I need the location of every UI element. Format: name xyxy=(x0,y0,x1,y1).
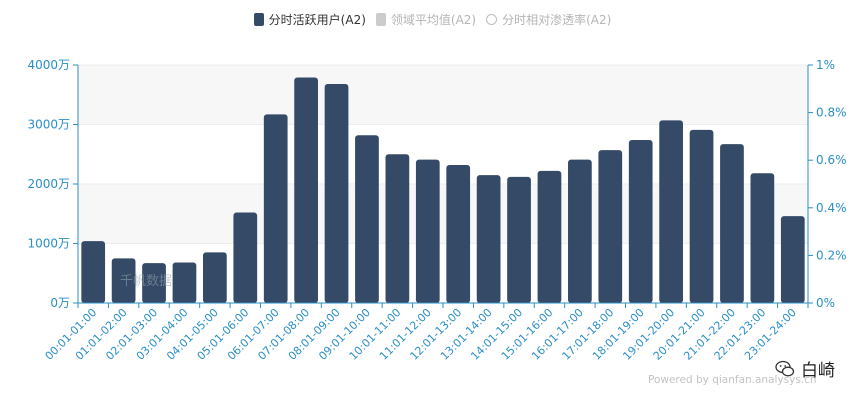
bar-01:01-02:00[interactable] xyxy=(111,258,136,303)
legend-item-penetration-rate[interactable]: 分时相对渗透率(A2) xyxy=(486,11,611,28)
bar-12:01-13:00[interactable] xyxy=(446,164,471,303)
legend-swatch-active-users xyxy=(253,12,264,26)
y-right-tick-label: 1% xyxy=(816,58,835,72)
bar-series xyxy=(81,77,805,304)
y-right-tick-label: 0.8% xyxy=(816,106,847,120)
bar-17:01-18:00[interactable] xyxy=(598,150,623,303)
y-right-tick-label: 0% xyxy=(816,296,835,310)
y-right-tick-label: 0.6% xyxy=(816,153,847,167)
legend-item-domain-average[interactable]: 领域平均值(A2) xyxy=(375,11,477,28)
y-right-tick-label: 0.2% xyxy=(816,248,847,262)
wechat-icon xyxy=(775,360,795,376)
bar-02:01-03:00[interactable] xyxy=(142,263,166,303)
legend-label-penetration-rate: 分时相对渗透率(A2) xyxy=(502,12,612,27)
legend-swatch-penetration-rate xyxy=(486,13,498,25)
bar-00:01-01:00[interactable] xyxy=(81,241,106,303)
bar-18:01-19:00[interactable] xyxy=(628,139,653,303)
chart-legend: 分时活跃用户(A2) 领域平均值(A2) 分时相对渗透率(A2) xyxy=(0,8,865,30)
grid-band xyxy=(78,184,808,244)
bar-14:01-15:00[interactable] xyxy=(507,176,531,303)
grid-bands xyxy=(78,65,808,244)
y-axis-left-labels: 0万 1000万 2000万 3000万 4000万 xyxy=(27,58,70,310)
bar-06:01-07:00[interactable] xyxy=(263,114,288,303)
y-right-tick-label: 0.4% xyxy=(816,201,847,215)
y-left-tick-label: 1000万 xyxy=(27,237,70,251)
bar-15:01-16:00[interactable] xyxy=(537,170,562,303)
brand-name: 白崎 xyxy=(801,361,835,381)
bar-20:01-21:00[interactable] xyxy=(689,129,714,303)
chart-axes xyxy=(73,64,813,308)
bar-19:01-20:00[interactable] xyxy=(659,120,683,304)
legend-label-active-users: 分时活跃用户(A2) xyxy=(268,12,366,27)
bar-09:01-10:00[interactable] xyxy=(355,135,379,303)
bar-03:01-04:00[interactable] xyxy=(172,262,197,303)
y-axis-right-labels: 0% 0.2% 0.4% 0.6% 0.8% 1% xyxy=(816,58,847,310)
grid-band xyxy=(78,65,808,125)
bar-07:01-08:00[interactable] xyxy=(294,77,318,304)
bar-16:01-17:00[interactable] xyxy=(568,159,592,303)
bar-23:01-24:00[interactable] xyxy=(780,216,805,303)
bar-10:01-11:00[interactable] xyxy=(385,154,410,303)
bar-21:01-22:00[interactable] xyxy=(720,144,744,303)
bar-11:01-12:00[interactable] xyxy=(415,159,440,303)
brand: 白崎 xyxy=(775,356,835,381)
y-left-tick-label: 0万 xyxy=(50,296,70,310)
legend-swatch-domain-average xyxy=(375,12,386,26)
y-left-tick-label: 3000万 xyxy=(27,118,70,132)
bar-04:01-05:00[interactable] xyxy=(203,252,227,303)
y-left-tick-label: 4000万 xyxy=(27,58,70,72)
y-left-tick-label: 2000万 xyxy=(27,177,70,191)
bar-22:01-23:00[interactable] xyxy=(750,173,775,303)
bar-08:01-09:00[interactable] xyxy=(324,84,349,303)
x-axis-labels: 00:01-01:0001:01-02:0002:01-03:0003:01-0… xyxy=(42,306,798,363)
bar-13:01-14:00[interactable] xyxy=(476,175,501,303)
bar-05:01-06:00[interactable] xyxy=(233,212,258,303)
legend-item-active-users[interactable]: 分时活跃用户(A2) xyxy=(253,11,366,28)
legend-label-domain-average: 领域平均值(A2) xyxy=(390,12,477,27)
powered-by-text: Powered by qianfan.analysys.cn xyxy=(648,374,817,386)
